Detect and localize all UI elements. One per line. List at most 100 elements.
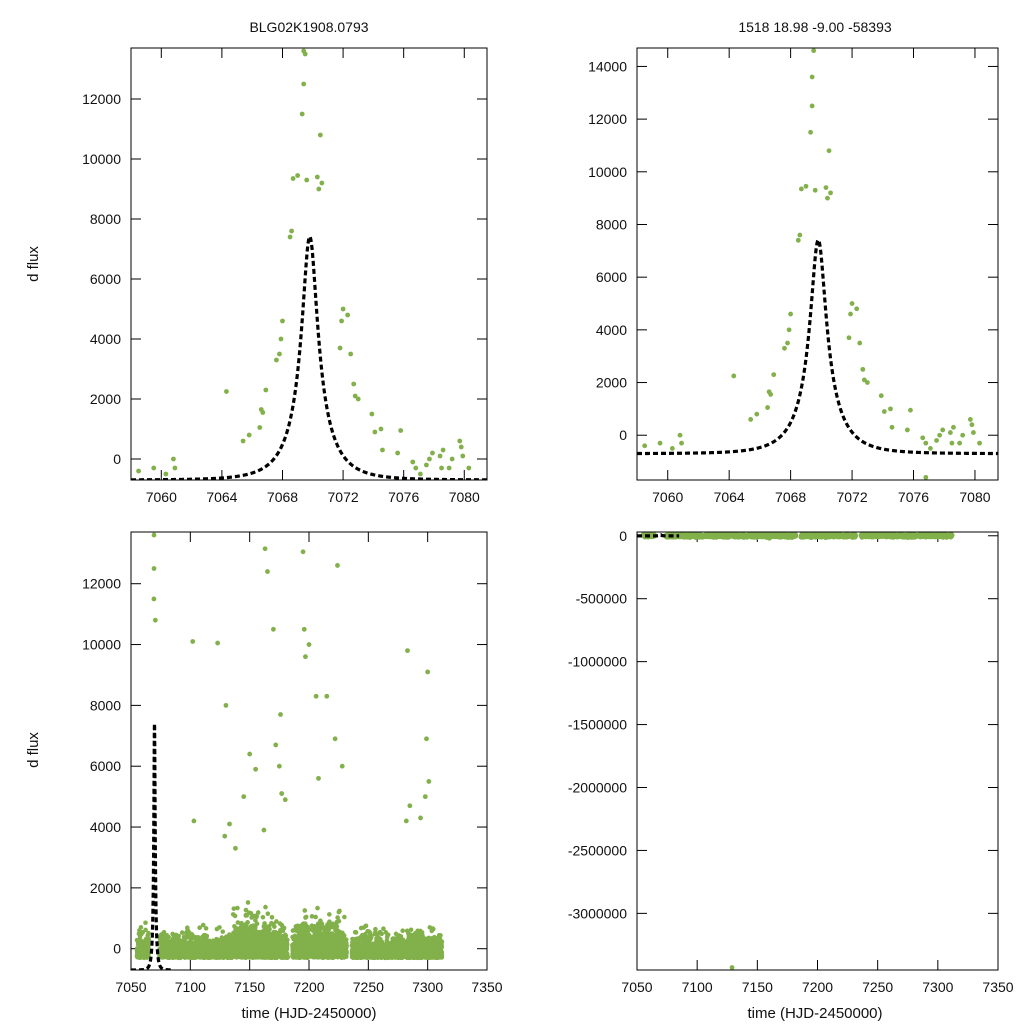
x-tick-label: 7100: [175, 979, 206, 995]
x-axis-label-left: time (HJD-2450000): [241, 1005, 376, 1022]
data-point: [857, 340, 863, 346]
data-point: [203, 952, 208, 958]
data-point: [179, 930, 185, 935]
data-point: [321, 950, 327, 955]
data-point: [302, 921, 308, 926]
data-point: [165, 941, 171, 947]
data-point: [139, 947, 145, 952]
data-point: [379, 931, 384, 937]
data-point: [246, 432, 252, 438]
data-point: [285, 954, 290, 960]
data-point: [274, 919, 279, 924]
data-point: [336, 951, 342, 957]
data-point: [302, 940, 307, 945]
data-point: [321, 954, 326, 960]
data-point: [765, 405, 770, 410]
data-point: [136, 468, 141, 474]
data-point: [260, 946, 266, 952]
data-point: [302, 908, 308, 913]
data-point: [889, 424, 895, 430]
data-point: [353, 930, 359, 935]
data-point: [436, 932, 442, 938]
data-point: [178, 938, 184, 944]
data-point: [297, 934, 303, 940]
panel-top-right: 7060 7064 7068 7072 7076 70800200040006000800…: [588, 47, 999, 505]
data-point: [657, 440, 663, 446]
data-point: [143, 920, 148, 926]
data-point: [335, 915, 340, 920]
data-point: [311, 926, 317, 931]
data-point: [427, 456, 432, 462]
data-point: [297, 926, 303, 932]
data-point: [266, 923, 272, 929]
data-point: [294, 946, 299, 951]
data-point: [197, 925, 202, 930]
data-point: [315, 924, 321, 929]
data-point: [785, 340, 790, 346]
data-point: [258, 954, 263, 960]
data-point: [341, 940, 347, 945]
data-point: [967, 417, 973, 422]
data-point: [314, 174, 320, 180]
data-point: [249, 915, 254, 920]
data-point: [235, 934, 240, 940]
data-point: [235, 905, 240, 911]
y-axis-label-top: d flux: [25, 246, 42, 282]
data-point: [283, 940, 288, 946]
data-point: [803, 183, 809, 189]
y-tick-label: 0: [619, 427, 627, 443]
data-point: [252, 953, 257, 958]
data-point: [138, 938, 143, 944]
y-tick-label: 10000: [588, 164, 627, 180]
model-curve: [637, 237, 998, 456]
data-point: [748, 417, 754, 422]
data-point: [782, 345, 787, 351]
x-tick-label: 7068: [267, 489, 298, 505]
data-point: [280, 318, 285, 324]
data-point: [449, 456, 455, 462]
data-point: [881, 409, 887, 414]
data-point: [182, 955, 188, 960]
data-point: [823, 185, 829, 191]
data-point: [327, 912, 332, 917]
y-tick-label: 6000: [90, 758, 121, 774]
data-point: [220, 929, 226, 934]
data-point: [385, 933, 390, 938]
chart-panels: 7060 7064 7068 7072 7076 70800200040006000800…: [82, 47, 1014, 995]
data-point: [417, 471, 423, 477]
data-point: [372, 429, 378, 435]
data-point: [298, 951, 304, 956]
data-point: [178, 948, 184, 954]
data-point: [249, 927, 255, 932]
plot-area: [637, 48, 998, 480]
data-point: [270, 946, 276, 951]
data-point: [366, 940, 372, 946]
plot-area: [131, 48, 487, 480]
data-point: [351, 939, 357, 945]
data-point: [971, 430, 976, 435]
data-point: [923, 440, 929, 446]
data-point: [224, 389, 229, 394]
data-point: [185, 928, 190, 933]
data-point: [345, 312, 351, 318]
data-point: [826, 148, 832, 154]
data-point: [388, 949, 394, 954]
plot-area: [131, 532, 445, 970]
data-point: [411, 955, 417, 961]
data-point: [270, 941, 276, 946]
data-point: [276, 930, 281, 936]
data-point: [263, 904, 268, 910]
data-point: [141, 954, 147, 959]
data-point: [369, 955, 375, 960]
data-point: [298, 946, 304, 951]
data-point: [376, 943, 382, 949]
data-point: [215, 953, 221, 958]
data-point: [908, 407, 913, 413]
data-point: [322, 939, 327, 944]
data-point: [303, 915, 308, 920]
plot-frame: [130, 47, 488, 481]
plot-frame: [636, 47, 999, 481]
data-point: [265, 947, 270, 953]
data-point: [257, 425, 263, 430]
data-point: [244, 950, 250, 955]
